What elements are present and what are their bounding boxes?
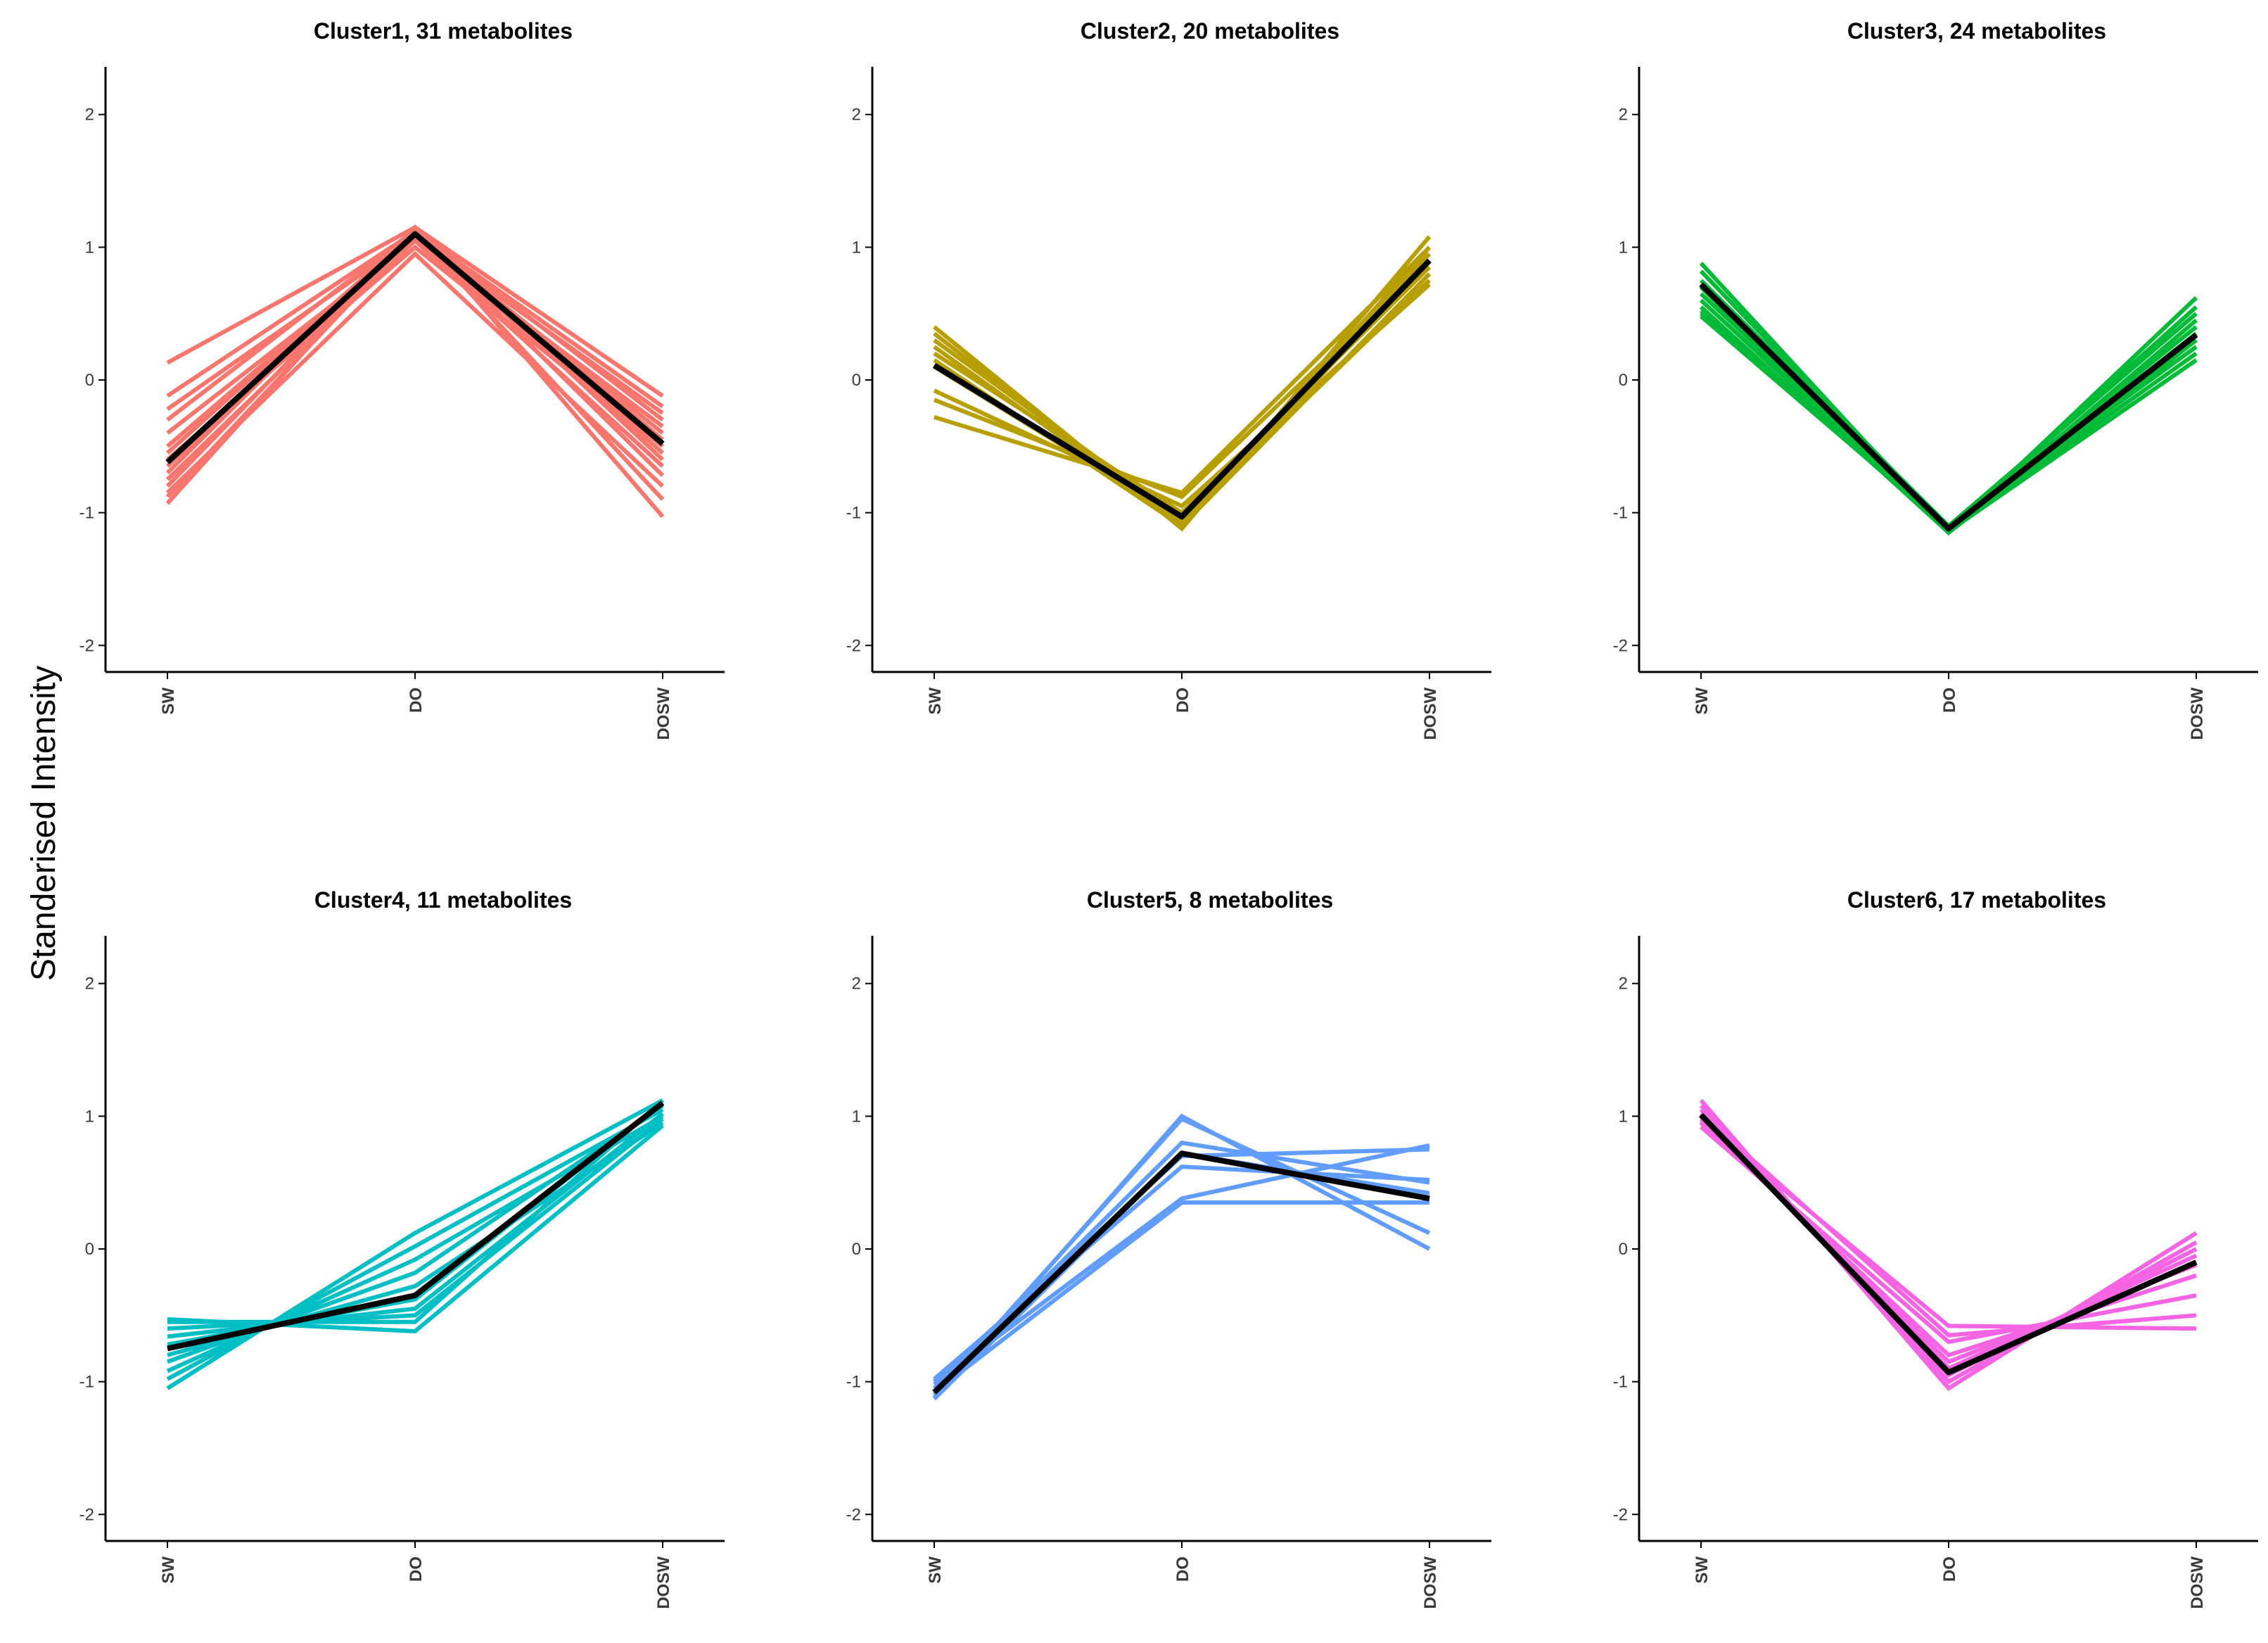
metabolite-series-line [167, 1124, 664, 1334]
metabolite-series-line [933, 235, 1432, 532]
metabolite-series-line [933, 1164, 1430, 1381]
cluster-panel-5: Cluster5, 8 metabolites 2 1 0 -1 -2 SW DO DOSW [846, 887, 1491, 1609]
cluster-panel-2: Cluster2, 20 metabolites 2 1 0 -1 -2 SW DO DOSW [846, 18, 1491, 740]
metabolite-series-line [165, 224, 665, 475]
panel-title: Cluster4, 11 metabolites [314, 887, 572, 913]
y-tick-label: -1 [1613, 1373, 1628, 1392]
metabolite-series-line [1699, 305, 2198, 535]
panel-title: Cluster3, 24 metabolites [1847, 18, 2106, 44]
metabolite-series-line [933, 1143, 1430, 1386]
x-tick-label: DO [1940, 1556, 1959, 1582]
x-tick-label: SW [926, 687, 945, 715]
centroid-line [1699, 282, 2198, 532]
x-tick-label: DOSW [654, 687, 673, 740]
metabolite-series-line [933, 259, 1432, 500]
panel-title: Cluster1, 31 metabolites [314, 18, 573, 44]
centroid-line [932, 258, 1432, 520]
x-tick-label: SW [159, 1556, 178, 1584]
y-tick-label: -2 [846, 636, 861, 655]
panel-title: Cluster5, 8 metabolites [1087, 887, 1333, 913]
y-tick-label: -1 [79, 504, 94, 523]
x-tick-label: DOSW [1421, 687, 1440, 740]
x-tick-label: DO [407, 687, 426, 713]
y-tick-label: 0 [852, 1240, 861, 1259]
metabolite-series-line [1700, 1119, 2197, 1331]
metabolite-series-line [933, 282, 1432, 509]
y-tick-label: 1 [852, 1107, 861, 1126]
x-tick-label: DOSW [654, 1556, 673, 1609]
y-tick-label: 2 [1619, 975, 1628, 994]
y-tick-label: 2 [1619, 106, 1628, 125]
x-tick-label: DO [1173, 1556, 1192, 1582]
y-tick-label: 0 [85, 371, 94, 390]
y-tick-label: -1 [1613, 504, 1628, 523]
y-tick-label: 1 [85, 1107, 94, 1126]
y-tick-label: 2 [85, 975, 94, 994]
y-tick-label: 0 [1619, 371, 1628, 390]
y-tick-label: -2 [79, 1505, 94, 1524]
cluster-panel-1: Cluster1, 31 metabolites 2 1 0 -1 -2 SW DO DOSW [79, 18, 725, 740]
y-tick-label: 2 [85, 106, 94, 125]
y-tick-label: -1 [846, 504, 861, 523]
y-tick-label: 2 [852, 106, 861, 125]
y-tick-label: 2 [852, 975, 861, 994]
metabolite-series-line [167, 1112, 664, 1339]
metabolite-series-line [1699, 1098, 2198, 1391]
metabolite-series-line [1699, 1112, 2197, 1338]
x-tick-label: DOSW [1421, 1556, 1440, 1609]
y-tick-label: -2 [79, 636, 94, 655]
y-tick-label: 0 [852, 371, 861, 390]
centroid-line [1699, 1112, 2198, 1376]
metabolite-series-line [932, 1150, 1430, 1401]
x-tick-label: DOSW [2188, 1556, 2207, 1609]
y-axis-label: Standerised Intensity [25, 666, 63, 981]
x-tick-label: SW [926, 1556, 945, 1584]
y-tick-label: -2 [1613, 636, 1628, 655]
metabolite-series-line [165, 231, 665, 501]
centroid-line [167, 1100, 665, 1352]
panel-title: Cluster6, 17 metabolites [1847, 887, 2106, 913]
centroid-line [932, 1150, 1430, 1395]
y-tick-label: 1 [1619, 1107, 1628, 1126]
cluster-panel-6: Cluster6, 17 metabolites 2 1 0 -1 -2 SW DO DOSW [1613, 887, 2258, 1609]
metabolite-series-line [1700, 1125, 2197, 1345]
x-tick-label: DO [1173, 687, 1192, 713]
metabolite-series-line [1699, 298, 2198, 532]
panel-title: Cluster2, 20 metabolites [1081, 18, 1339, 44]
y-tick-label: 0 [1619, 1240, 1628, 1259]
x-tick-label: SW [159, 687, 178, 715]
y-tick-label: 1 [85, 238, 94, 257]
y-tick-label: -2 [1613, 1505, 1628, 1524]
cluster-panel-4: Cluster4, 11 metabolites 2 1 0 -1 -2 SW DO DOSW [79, 887, 725, 1609]
y-tick-label: 1 [1619, 238, 1628, 257]
y-tick-label: -2 [846, 1505, 861, 1524]
metabolite-series-line [1699, 1115, 2198, 1371]
metabolite-series-line [165, 225, 665, 519]
y-tick-label: -1 [79, 1373, 94, 1392]
y-tick-label: 1 [852, 238, 861, 257]
y-tick-label: 0 [85, 1240, 94, 1259]
x-tick-label: SW [1693, 687, 1712, 715]
x-tick-label: DO [1940, 687, 1959, 713]
x-tick-label: SW [1693, 1556, 1712, 1584]
metabolite-series-line [934, 246, 1432, 495]
metabolite-series-line [1699, 279, 2198, 529]
x-tick-label: DOSW [2188, 687, 2207, 740]
metabolite-series-line [932, 1116, 1431, 1397]
x-tick-label: DO [407, 1556, 426, 1582]
centroid-line [165, 231, 665, 464]
cluster-panel-3: Cluster3, 24 metabolites 2 1 0 -1 -2 SW DO DOSW [1613, 18, 2258, 740]
metabolite-series-line [933, 1200, 1429, 1395]
metabolite-series-line [167, 1098, 665, 1324]
y-tick-label: -1 [846, 1373, 861, 1392]
